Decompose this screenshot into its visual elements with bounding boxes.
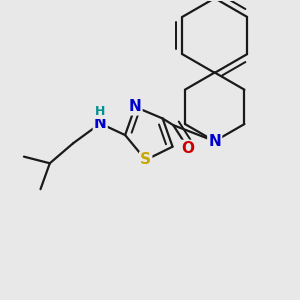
Text: N: N (94, 116, 106, 131)
Text: N: N (129, 99, 141, 114)
Text: N: N (208, 134, 221, 149)
Text: O: O (182, 141, 195, 156)
Text: S: S (140, 152, 151, 167)
Text: H: H (95, 105, 105, 118)
